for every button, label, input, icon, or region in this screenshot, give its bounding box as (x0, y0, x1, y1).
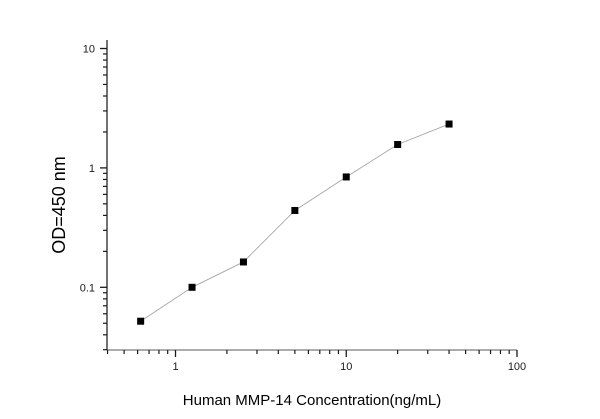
svg-text:0.1: 0.1 (80, 282, 95, 294)
svg-text:1: 1 (172, 361, 178, 373)
svg-text:Human MMP-14 Concentration(ng/: Human MMP-14 Concentration(ng/mL) (183, 392, 441, 409)
svg-text:100: 100 (508, 361, 526, 373)
svg-text:1: 1 (89, 163, 95, 175)
svg-text:10: 10 (83, 44, 95, 56)
svg-text:OD=450 nm: OD=450 nm (49, 156, 69, 254)
svg-text:10: 10 (340, 361, 352, 373)
